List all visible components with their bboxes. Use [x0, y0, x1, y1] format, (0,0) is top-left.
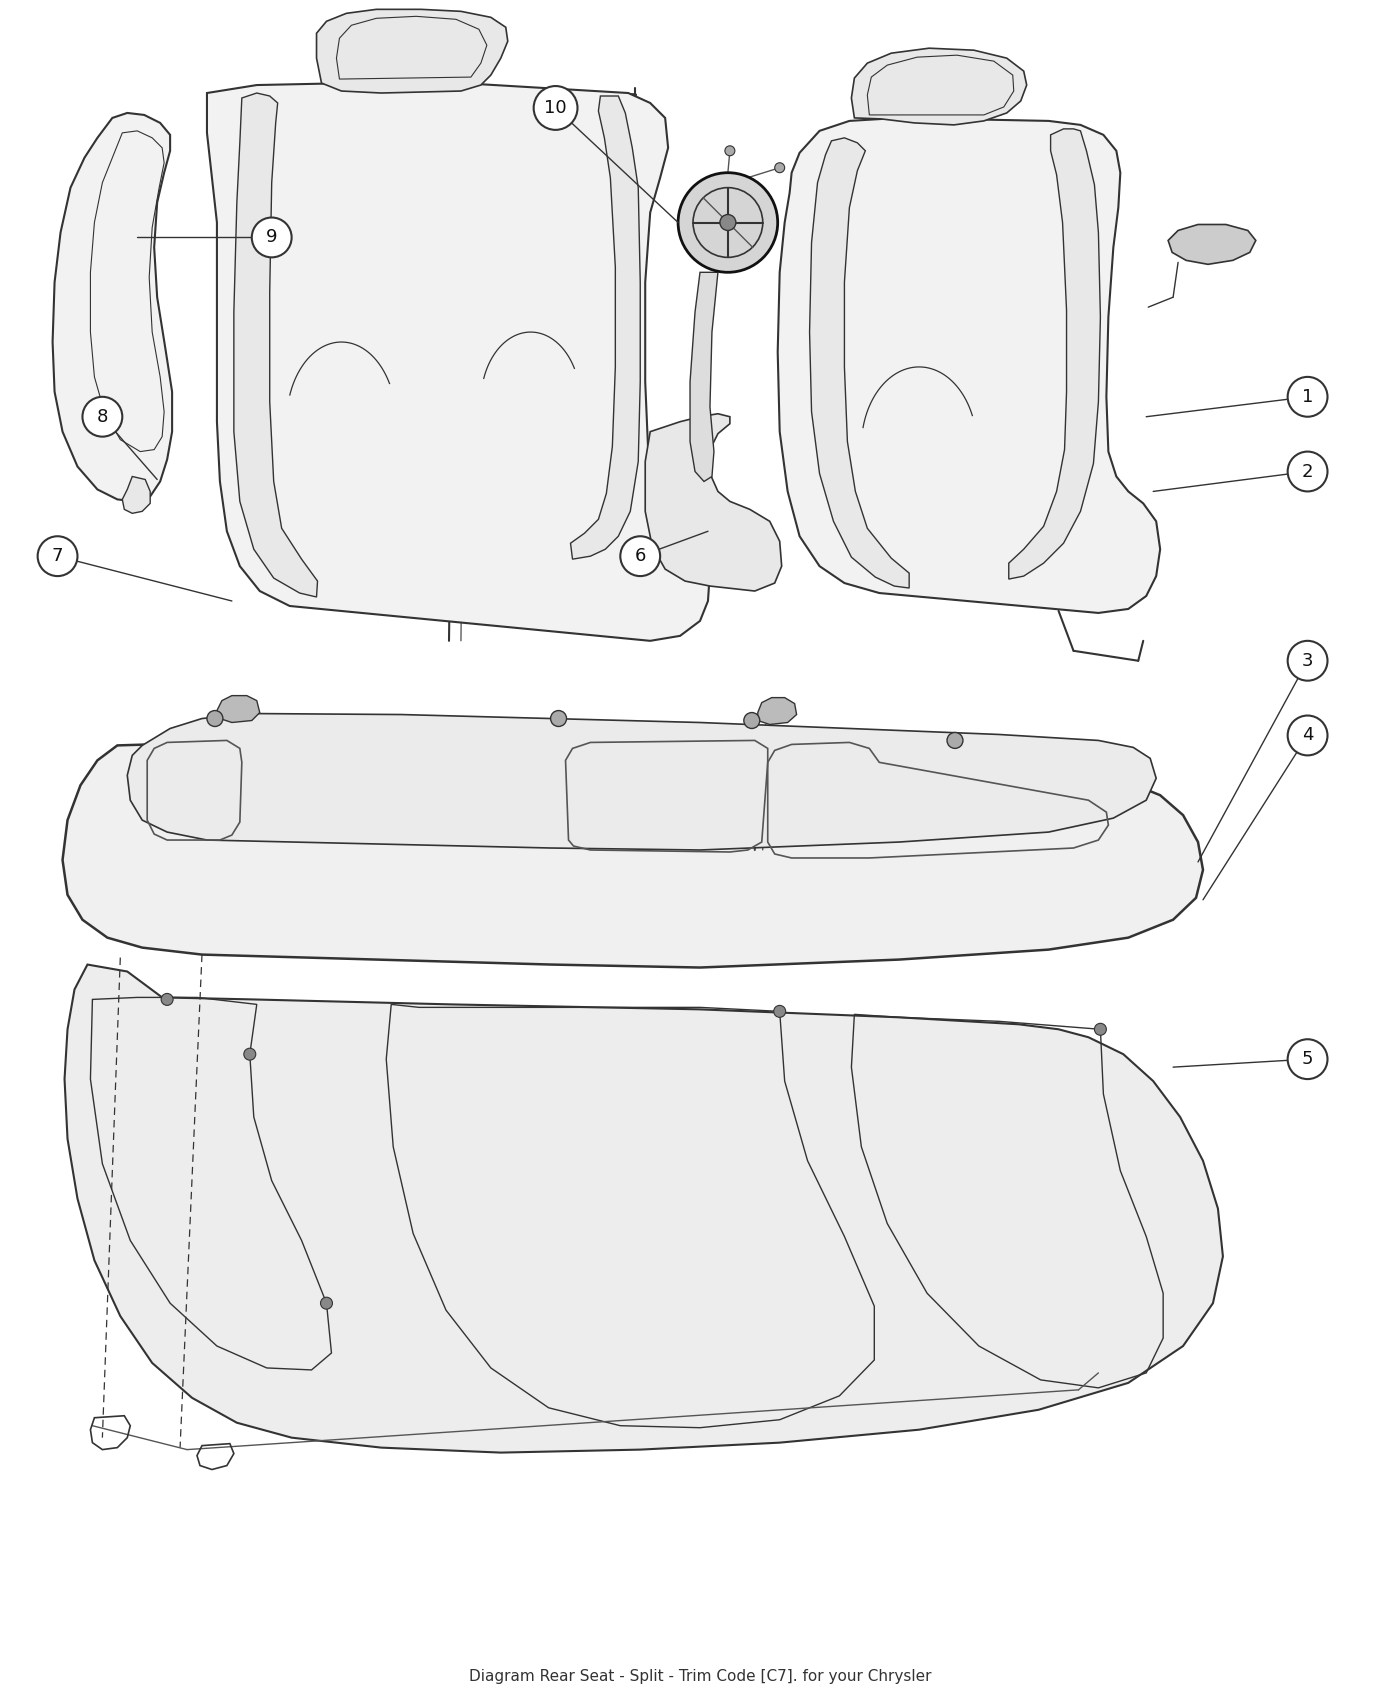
Circle shape	[1288, 1039, 1327, 1080]
Text: 10: 10	[545, 99, 567, 117]
Text: 8: 8	[97, 408, 108, 425]
Text: 1: 1	[1302, 388, 1313, 406]
Circle shape	[550, 711, 567, 726]
Circle shape	[38, 536, 77, 576]
Polygon shape	[316, 8, 508, 94]
Text: 3: 3	[1302, 651, 1313, 670]
Polygon shape	[63, 743, 1203, 967]
Text: Diagram Rear Seat - Split - Trim Code [C7]. for your Chrysler: Diagram Rear Seat - Split - Trim Code [C…	[469, 1669, 931, 1685]
Circle shape	[1288, 377, 1327, 416]
Circle shape	[725, 146, 735, 156]
Text: 5: 5	[1302, 1051, 1313, 1068]
Circle shape	[946, 733, 963, 748]
Circle shape	[720, 214, 736, 231]
Polygon shape	[851, 48, 1026, 124]
Circle shape	[244, 1049, 256, 1061]
Polygon shape	[757, 697, 797, 724]
Polygon shape	[207, 83, 710, 641]
Circle shape	[533, 87, 577, 129]
Polygon shape	[809, 138, 909, 588]
Circle shape	[321, 1297, 332, 1309]
Text: 9: 9	[266, 228, 277, 246]
Polygon shape	[1168, 224, 1256, 264]
Circle shape	[620, 536, 661, 576]
Polygon shape	[234, 94, 318, 597]
Circle shape	[678, 173, 777, 272]
Circle shape	[83, 396, 122, 437]
Text: 6: 6	[634, 547, 645, 564]
Polygon shape	[217, 695, 260, 722]
Polygon shape	[122, 476, 150, 513]
Circle shape	[252, 218, 291, 257]
Polygon shape	[777, 117, 1161, 614]
Circle shape	[1288, 716, 1327, 755]
Polygon shape	[1009, 129, 1100, 580]
Circle shape	[1095, 1023, 1106, 1035]
Polygon shape	[127, 714, 1156, 850]
Text: 4: 4	[1302, 726, 1313, 745]
Polygon shape	[53, 112, 172, 501]
Circle shape	[207, 711, 223, 726]
Text: 7: 7	[52, 547, 63, 564]
Polygon shape	[571, 95, 640, 559]
Circle shape	[1288, 641, 1327, 680]
Text: 2: 2	[1302, 462, 1313, 481]
Polygon shape	[64, 964, 1224, 1452]
Polygon shape	[690, 272, 718, 481]
Circle shape	[161, 993, 174, 1005]
Polygon shape	[645, 413, 781, 592]
Circle shape	[1288, 452, 1327, 491]
Circle shape	[774, 163, 784, 173]
Circle shape	[743, 712, 760, 729]
Circle shape	[774, 1005, 785, 1017]
